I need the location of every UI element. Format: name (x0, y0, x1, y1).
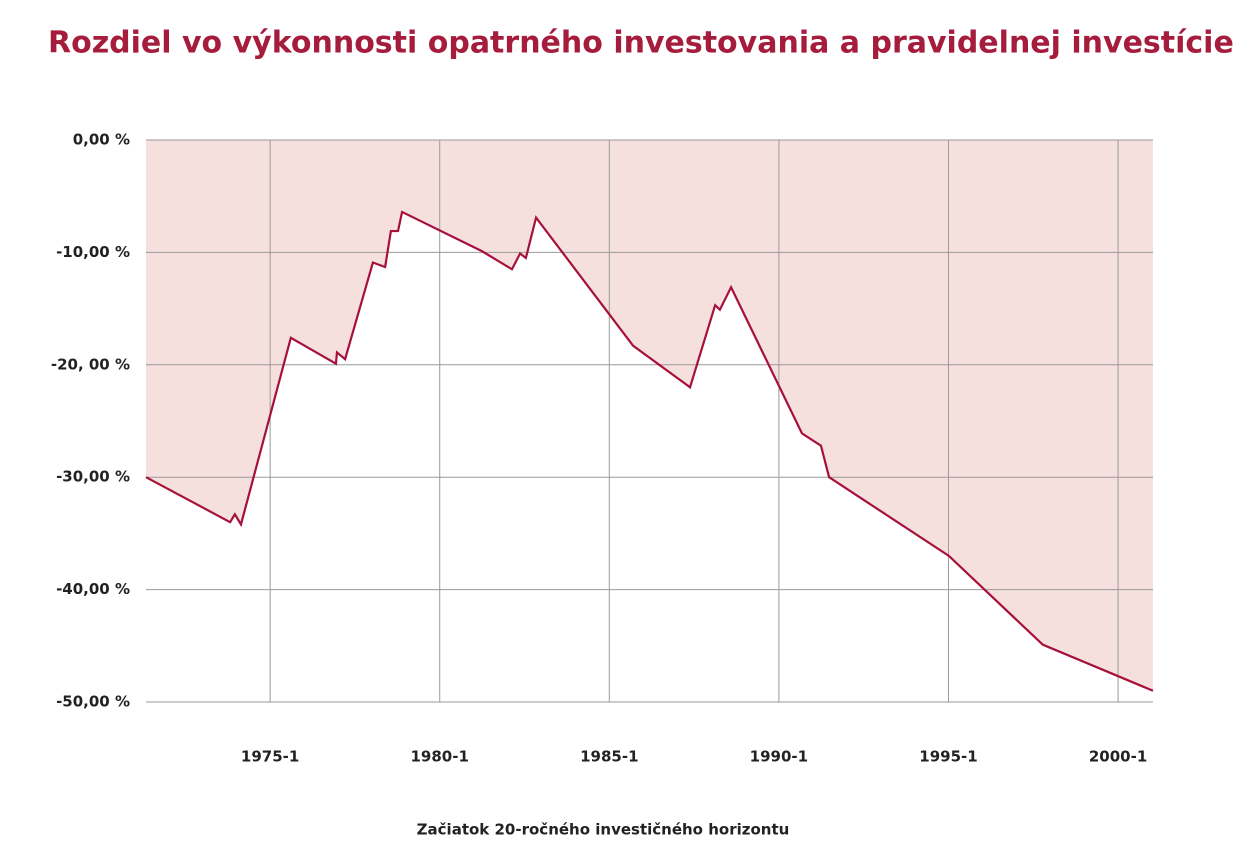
y-tick-label: -40,00 % (56, 580, 130, 598)
x-tick-label: 1995-1 (919, 748, 977, 766)
x-tick-label: 2000-1 (1089, 748, 1147, 766)
y-tick-label: -20, 00 % (51, 355, 130, 373)
area (146, 140, 1153, 691)
y-tick-label: -30,00 % (56, 468, 130, 486)
y-tick-label: -10,00 % (56, 243, 130, 261)
x-tick-label: 1975-1 (241, 748, 299, 766)
y-tick-label: -50,00 % (56, 693, 130, 711)
line (145, 210, 1154, 692)
x-tick-label: 1980-1 (411, 748, 469, 766)
chart-title: Rozdiel vo výkonnosti opatrného investov… (48, 26, 1234, 61)
y-tick-label: 0,00 % (73, 131, 130, 149)
x-tick-label: 1985-1 (580, 748, 638, 766)
x-tick-label: 1990-1 (750, 748, 808, 766)
x-axis-label: Začiatok 20-ročného investičného horizon… (417, 821, 790, 839)
